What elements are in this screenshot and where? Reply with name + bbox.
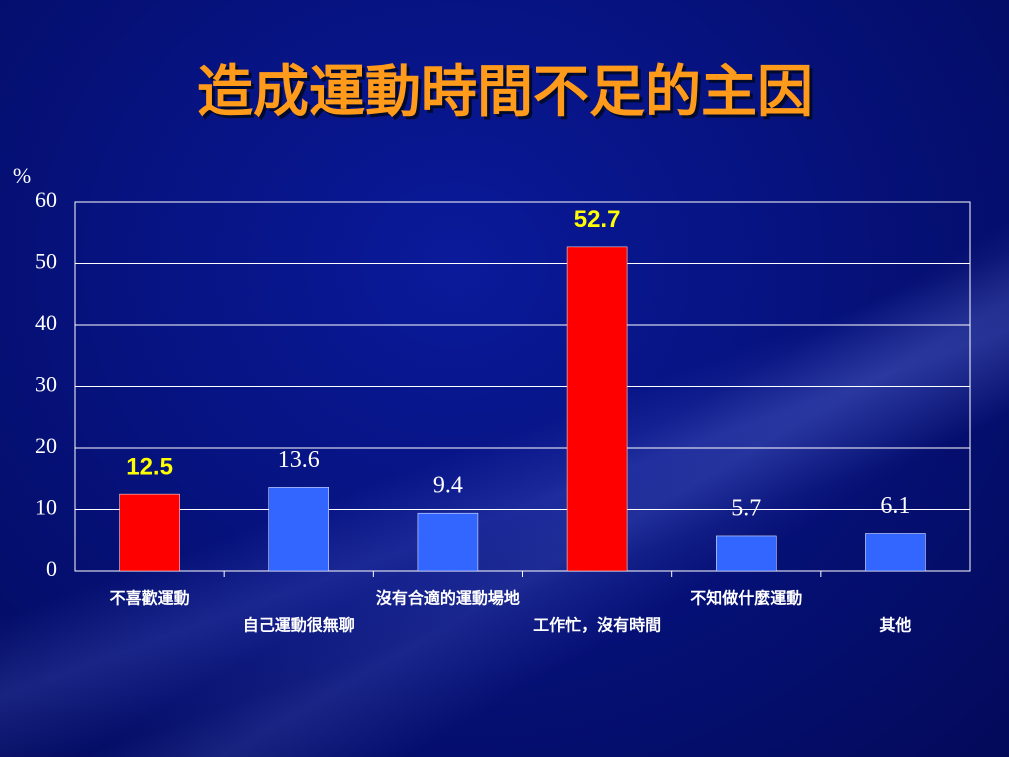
value-label: 13.6	[278, 447, 320, 473]
x-tick-label: 不知做什麼運動	[690, 589, 802, 608]
value-label: 5.7	[731, 495, 761, 521]
x-tick-label: 工作忙，沒有時間	[533, 616, 661, 635]
bar	[865, 533, 926, 572]
y-tick-label: 40	[35, 310, 57, 335]
chart-title: 造成運動時間不足的主因	[197, 60, 813, 125]
bar	[119, 493, 180, 572]
x-tick-label: 沒有合適的運動場地	[376, 589, 520, 608]
y-tick-label: 30	[35, 372, 57, 397]
value-label: 52.7	[574, 206, 621, 233]
y-tick-label: 50	[35, 249, 57, 274]
y-tick-label: 60	[35, 187, 57, 212]
y-tick-label: 0	[46, 556, 57, 581]
x-tick-label: 其他	[879, 616, 911, 635]
x-tick-label: 自己運動很無聊	[243, 616, 355, 635]
bar	[716, 535, 777, 572]
bar	[268, 487, 329, 572]
y-tick-label: 20	[35, 433, 57, 458]
value-label: 9.4	[433, 473, 463, 499]
x-tick-label: 不喜歡運動	[110, 589, 190, 608]
value-label: 6.1	[880, 493, 910, 519]
y-axis-label: %	[13, 163, 31, 188]
value-label: 12.5	[126, 453, 173, 480]
bar	[417, 512, 479, 572]
bar	[566, 246, 628, 572]
y-tick-label: 10	[35, 495, 57, 520]
